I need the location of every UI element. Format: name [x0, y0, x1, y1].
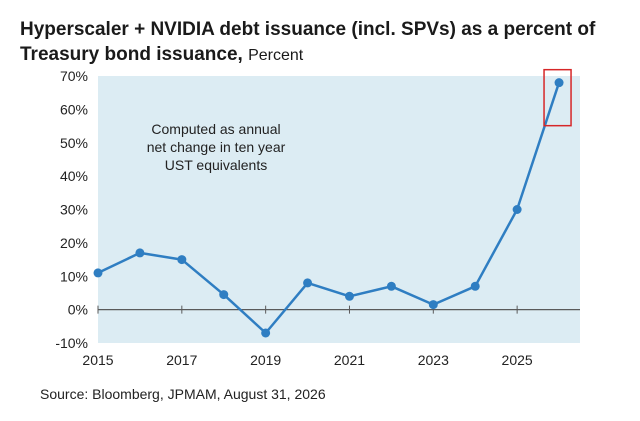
y-tick-label: 70%	[60, 68, 88, 84]
series-line	[97, 82, 561, 335]
x-axis: 2015 2017 2019 2021 2023 2025	[82, 305, 533, 368]
y-tick-label: 20%	[60, 235, 88, 251]
y-tick-label: 50%	[60, 135, 88, 151]
chart-title: Hyperscaler + NVIDIA debt issuance (incl…	[20, 17, 620, 68]
data-points	[93, 78, 564, 338]
chart-title-text: Hyperscaler + NVIDIA debt issuance (incl…	[20, 19, 596, 65]
annotation-line-3: UST equivalents	[165, 157, 267, 173]
data-point	[261, 328, 271, 338]
x-tick-label: 2019	[250, 352, 281, 368]
annotation-line-1: Computed as annual	[151, 121, 280, 137]
x-tick-label: 2025	[502, 352, 533, 368]
data-point	[219, 290, 229, 300]
y-tick-label: 40%	[60, 168, 88, 184]
plot-area	[98, 76, 580, 343]
data-point	[93, 268, 103, 278]
y-tick-label: 0%	[68, 302, 88, 318]
x-tick-label: 2021	[334, 352, 365, 368]
x-tick-label: 2015	[82, 352, 113, 368]
data-point	[135, 248, 145, 258]
data-point	[554, 78, 564, 88]
y-tick-label: 30%	[60, 202, 88, 218]
y-tick-label: 60%	[60, 101, 88, 117]
y-axis: -10% 0% 10% 20% 30% 40% 50% 60% 70%	[55, 68, 88, 351]
x-tick-label: 2017	[166, 352, 197, 368]
data-point	[303, 278, 313, 288]
data-point	[428, 300, 438, 310]
x-tick-label: 2023	[418, 352, 449, 368]
chart-unit-label: Percent	[248, 47, 304, 64]
y-tick-label: 10%	[60, 268, 88, 284]
highlight-box	[543, 68, 572, 127]
data-point	[344, 291, 354, 301]
data-point	[470, 281, 480, 291]
data-point	[177, 255, 187, 265]
y-tick-label: -10%	[55, 335, 88, 351]
annotation-line-2: net change in ten year	[147, 139, 286, 155]
source-note: Source: Bloomberg, JPMAM, August 31, 202…	[40, 386, 326, 402]
data-point	[512, 205, 522, 214]
data-point	[386, 281, 396, 291]
